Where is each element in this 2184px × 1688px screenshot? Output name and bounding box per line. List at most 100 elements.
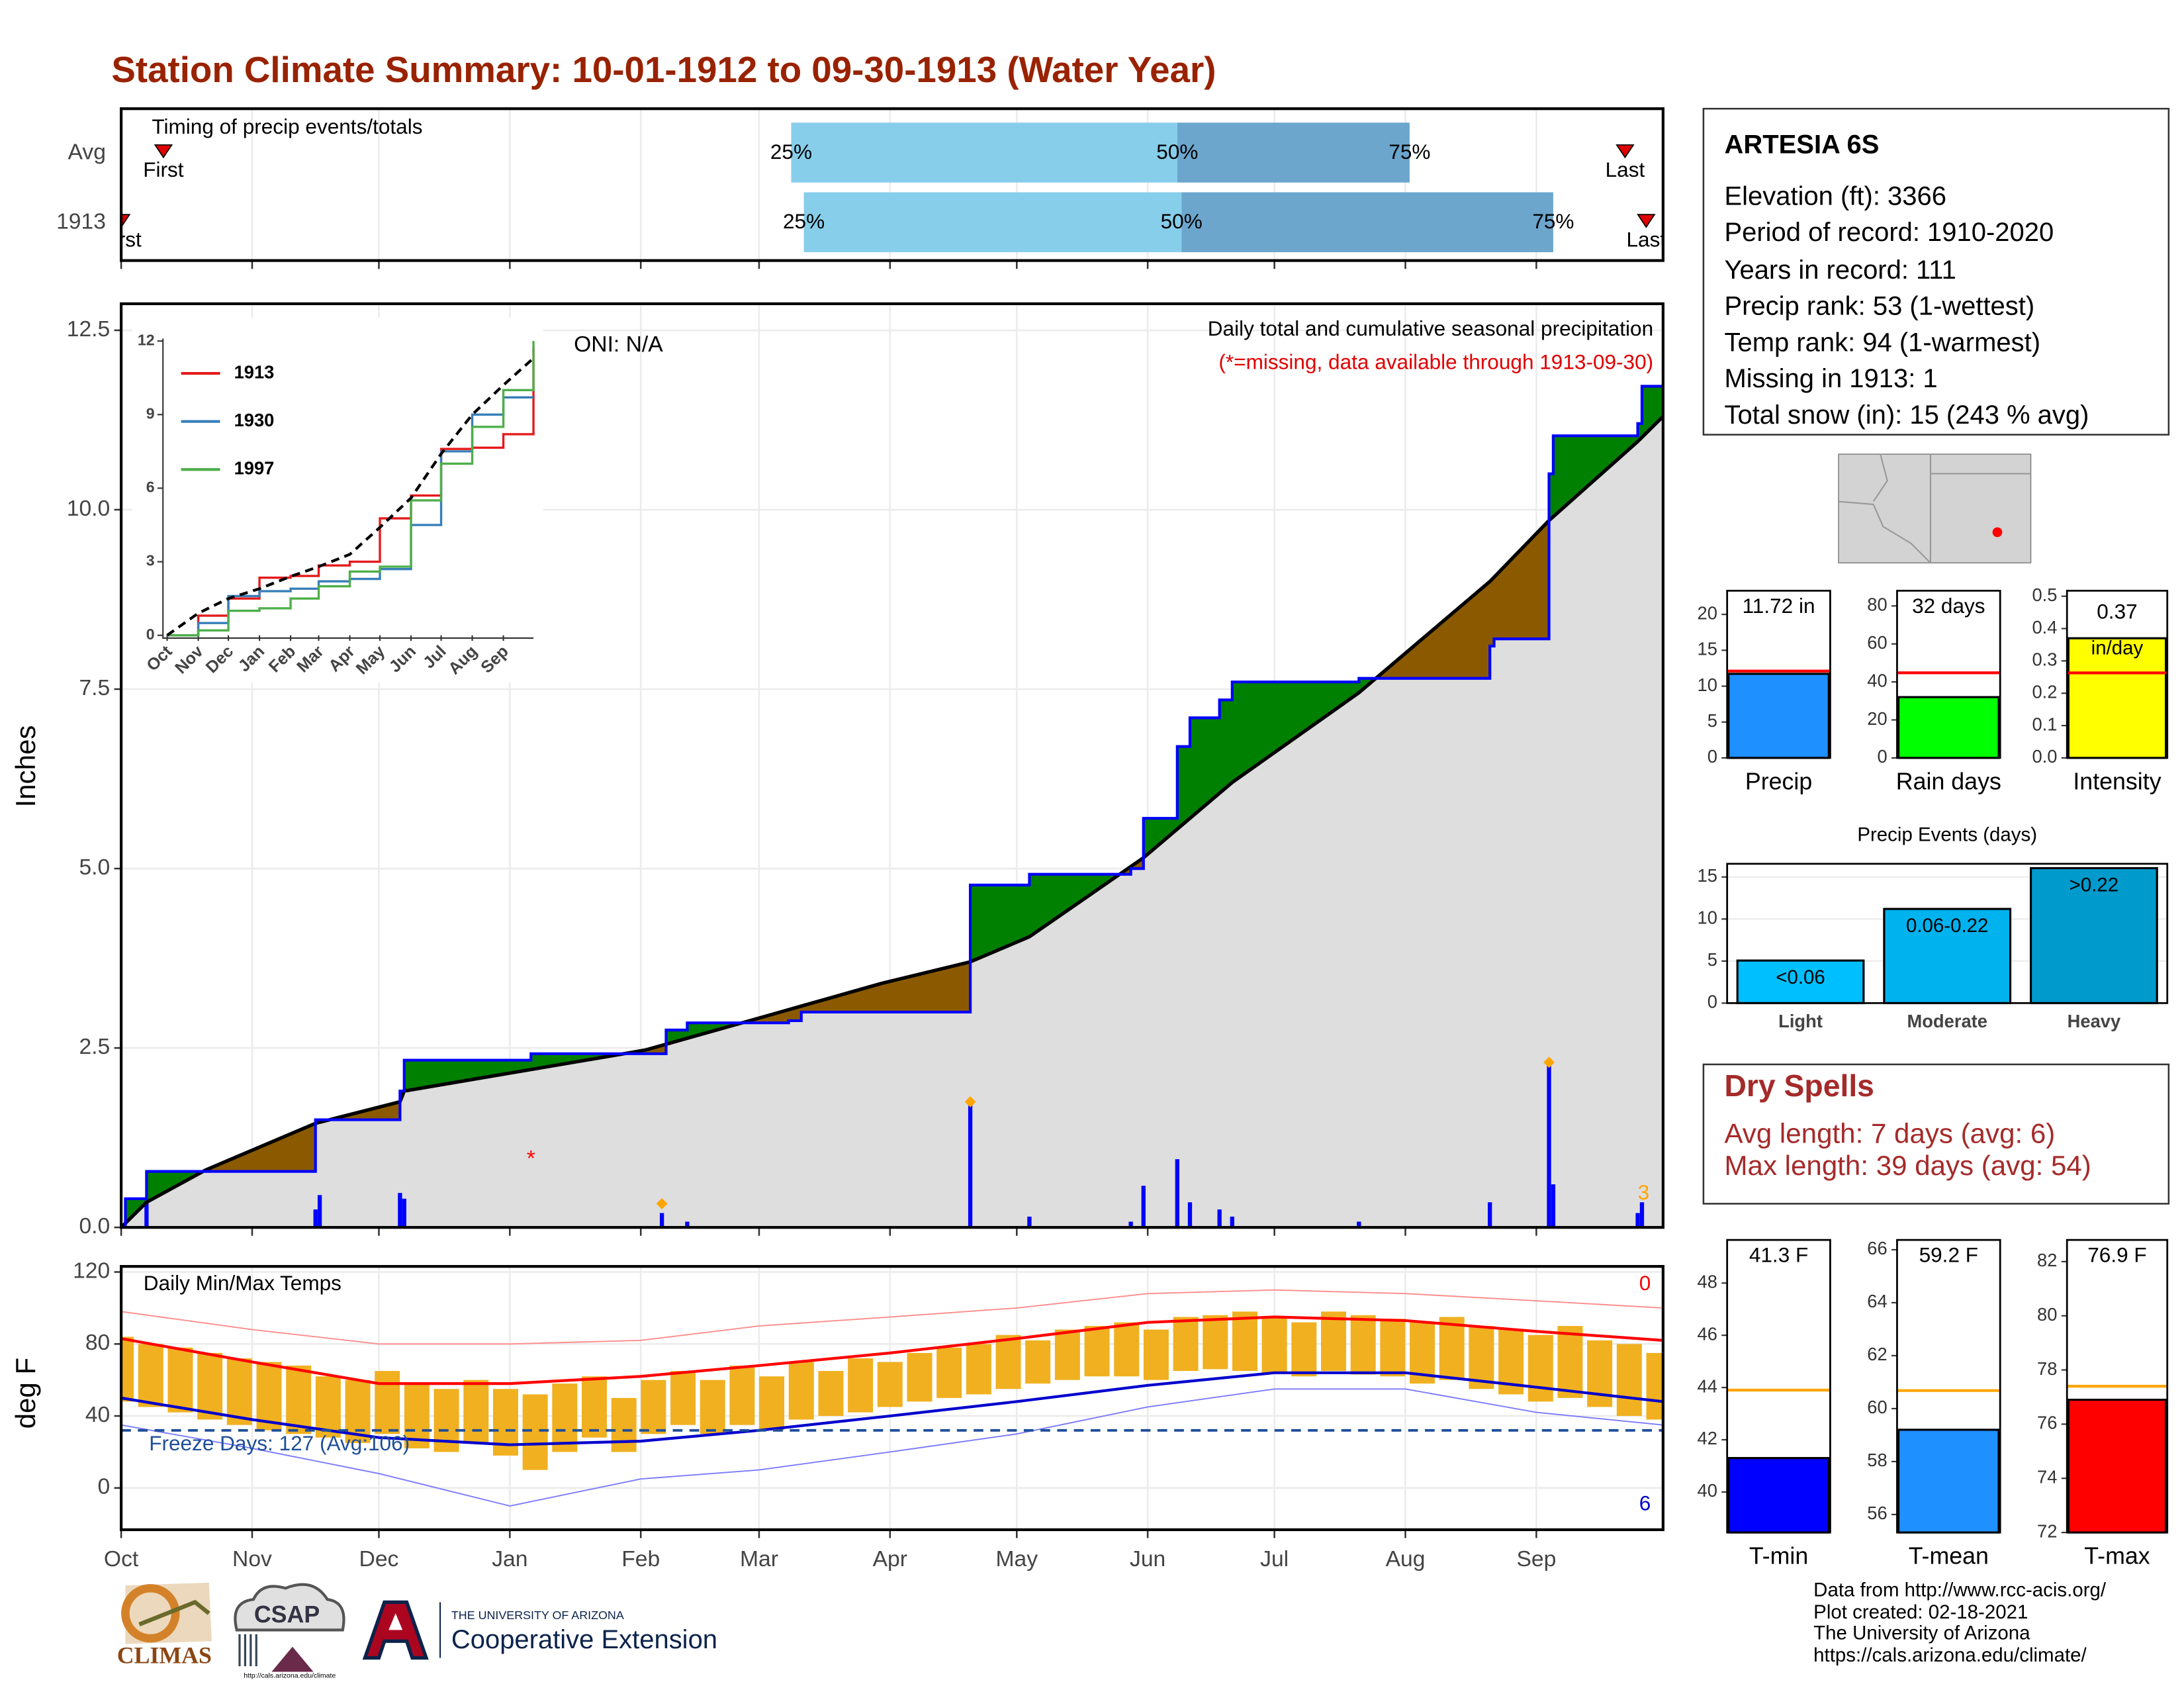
bar	[1736, 959, 1865, 1004]
y-tick-label: 0	[98, 1475, 111, 1499]
temp-range-bar	[818, 1371, 844, 1417]
bar	[1727, 673, 1830, 759]
temp-range-bar	[1143, 1329, 1169, 1380]
timing-bar	[803, 192, 1182, 252]
value-label: 0.06-0.22	[1906, 915, 1988, 937]
value-label: 0.37	[2097, 599, 2137, 623]
note: (*=missing, data available through 1913-…	[1218, 350, 1653, 374]
timing-bar	[791, 122, 1177, 183]
bar	[1883, 908, 2012, 1004]
y-tick-label: 40	[85, 1403, 110, 1427]
y-tick-label: 0.1	[2032, 714, 2057, 734]
timing-marker	[1637, 214, 1656, 228]
dry-spells-line: Max length: 39 days (avg: 54)	[1724, 1150, 2091, 1181]
credit-line: https://cals.arizona.edu/climate/	[1813, 1644, 2087, 1666]
temp-range-bar	[582, 1376, 607, 1438]
category-label: T-max	[2084, 1542, 2150, 1569]
category-label: Moderate	[1907, 1011, 1987, 1031]
temp-range-bar	[848, 1358, 874, 1413]
daily-precip-bar	[1128, 1221, 1133, 1228]
value-label: 59.2 F	[1919, 1243, 1978, 1267]
station-line: Precip rank: 53 (1-wettest)	[1724, 292, 2034, 321]
y-tick-label: 80	[1867, 594, 1887, 615]
csap-logo: CSAP http://cals.arizona.edu/climate	[234, 1583, 345, 1680]
y-tick-label: 60	[1867, 632, 1887, 653]
category-label: Precip	[1745, 768, 1812, 794]
temp-range-bar	[197, 1352, 223, 1420]
oni-label: ONI: N/A	[574, 332, 663, 357]
temp-title: Daily Min/Max Temps	[144, 1271, 341, 1295]
daily-precip-bar	[1488, 1202, 1492, 1228]
record-min-line	[121, 1388, 1663, 1507]
timing-marker	[1615, 144, 1635, 159]
bar-frame	[1726, 1239, 1831, 1534]
temp-range-bar	[995, 1335, 1021, 1389]
temp-range-bar	[1084, 1326, 1110, 1377]
temp-range-bar	[670, 1371, 696, 1425]
y-tick-label: 42	[1698, 1428, 1717, 1448]
y-tick-label: 72	[2037, 1521, 2057, 1541]
bar	[1897, 696, 2000, 759]
station-line: Missing in 1913: 1	[1724, 364, 1937, 393]
y-tick-label: 76	[2037, 1413, 2057, 1433]
daily-precip-bar	[313, 1209, 318, 1228]
page-title: Station Climate Summary: 10-01-1912 to 0…	[111, 49, 1216, 90]
percent-label: 25%	[770, 140, 812, 164]
y-tick-label: 12	[138, 331, 155, 348]
y-tick-label: 0	[1878, 746, 1888, 767]
inset-background	[132, 317, 543, 683]
temp-range-bar	[1025, 1340, 1051, 1384]
daily-precip-bar	[1027, 1216, 1032, 1228]
daily-precip-bar	[398, 1193, 402, 1228]
temp-range-bar	[1439, 1317, 1465, 1380]
category-label: Light	[1778, 1011, 1823, 1031]
temp-range-bar	[256, 1362, 282, 1430]
y-tick-label: 78	[2037, 1358, 2057, 1379]
temp-range-bar	[1261, 1317, 1287, 1373]
percent-label: 50%	[1161, 209, 1203, 233]
y-tick-label: 9	[146, 404, 155, 422]
plot-frame	[119, 302, 1664, 1229]
daily-precip-bar	[1639, 1202, 1645, 1228]
plot-frame	[119, 107, 1664, 262]
y-tick-label: 48	[1698, 1271, 1717, 1291]
description: Daily total and cumulative seasonal prec…	[1208, 316, 1653, 340]
x-tick-label: Oct	[104, 1547, 139, 1571]
bar	[2030, 867, 2158, 1004]
bar-frame	[1726, 590, 1831, 759]
temp-range-bar	[315, 1376, 341, 1438]
svg-text:Cooperative Extension: Cooperative Extension	[451, 1625, 717, 1654]
svg-text:http://cals.arizona.edu/climat: http://cals.arizona.edu/climate	[244, 1672, 336, 1680]
x-tick-label: Apr	[873, 1547, 907, 1571]
unit-label: in/day	[2091, 637, 2144, 659]
temp-range-bar	[1380, 1319, 1406, 1377]
bar	[2067, 1398, 2167, 1534]
temp-range-bar	[1232, 1311, 1257, 1372]
x-tick-label: Dec	[359, 1547, 399, 1571]
category-label: Intensity	[2073, 768, 2161, 794]
value-label: 11.72 in	[1743, 594, 1815, 618]
temp-range-bar	[1054, 1329, 1080, 1380]
legend-label: 1913	[234, 361, 275, 382]
timing-bar	[1177, 122, 1410, 183]
legend-label: 1930	[234, 410, 275, 430]
y-tick-label: 0	[1707, 746, 1717, 767]
y-tick-label: 0.0	[2032, 746, 2057, 767]
percent-label: 75%	[1532, 209, 1574, 233]
bar-frame	[1896, 1239, 2001, 1534]
bar-frame	[1726, 863, 2169, 1004]
snow-marker	[656, 1197, 668, 1209]
daily-precip-bar	[144, 1201, 149, 1228]
y-tick-label: 6	[146, 479, 155, 496]
precip-areas: *	[121, 385, 1663, 1228]
x-tick-label: Mar	[740, 1547, 778, 1571]
temp-range-bar	[611, 1397, 637, 1452]
y-tick-label: 10	[1698, 908, 1717, 928]
record-max-line	[121, 1289, 1663, 1345]
y-tick-label: 0.5	[2032, 585, 2057, 605]
y-axis-label: Inches	[10, 726, 41, 808]
row-label: 1913	[56, 210, 106, 234]
daily-precip-bar	[1175, 1159, 1179, 1228]
bar-frame	[1896, 590, 2001, 759]
